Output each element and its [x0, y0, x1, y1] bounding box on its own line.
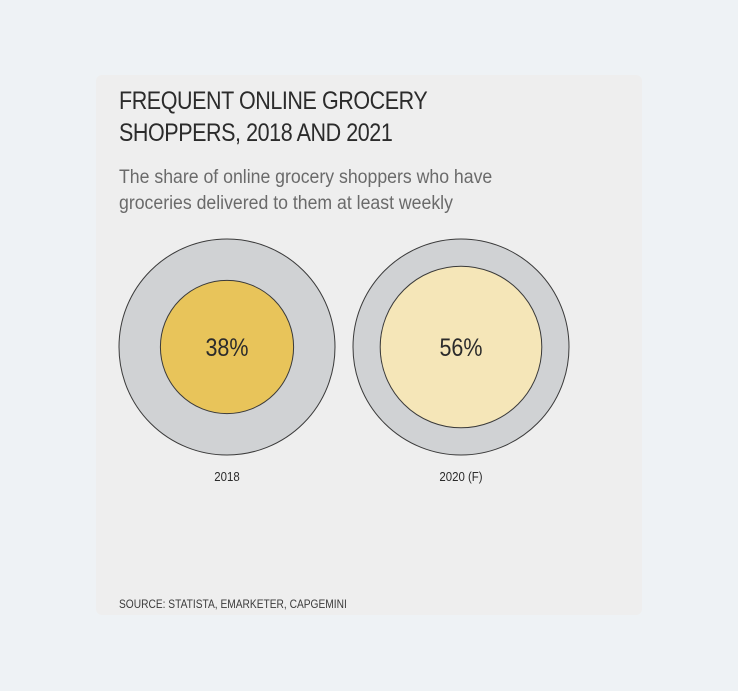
chart-card: FREQUENT ONLINE GROCERY SHOPPERS, 2018 A… — [96, 75, 642, 615]
chart-title: FREQUENT ONLINE GROCERY SHOPPERS, 2018 A… — [119, 85, 428, 149]
value-label-0: 38% — [205, 333, 248, 361]
category-label-0: 2018 — [214, 469, 240, 484]
chart-title-line-2: SHOPPERS, 2018 AND 2021 — [119, 119, 393, 147]
chart-subtitle-line-1: The share of online grocery shoppers who… — [119, 167, 493, 188]
value-circle-0 — [159, 279, 295, 415]
value-circle-1 — [379, 265, 543, 429]
source-note: SOURCE: STATISTA, EMARKETER, CAPGEMINI — [119, 597, 347, 611]
chart-subtitle-line-2: groceries delivered to them at least wee… — [119, 193, 453, 214]
chart-title-line-1: FREQUENT ONLINE GROCERY — [119, 87, 428, 115]
circle-chart: 38% 2018 56% 2020 (F) — [118, 238, 570, 484]
chart-subtitle: The share of online grocery shoppers who… — [119, 165, 492, 217]
category-label-1: 2020 (F) — [439, 469, 482, 484]
value-label-1: 56% — [439, 333, 482, 361]
